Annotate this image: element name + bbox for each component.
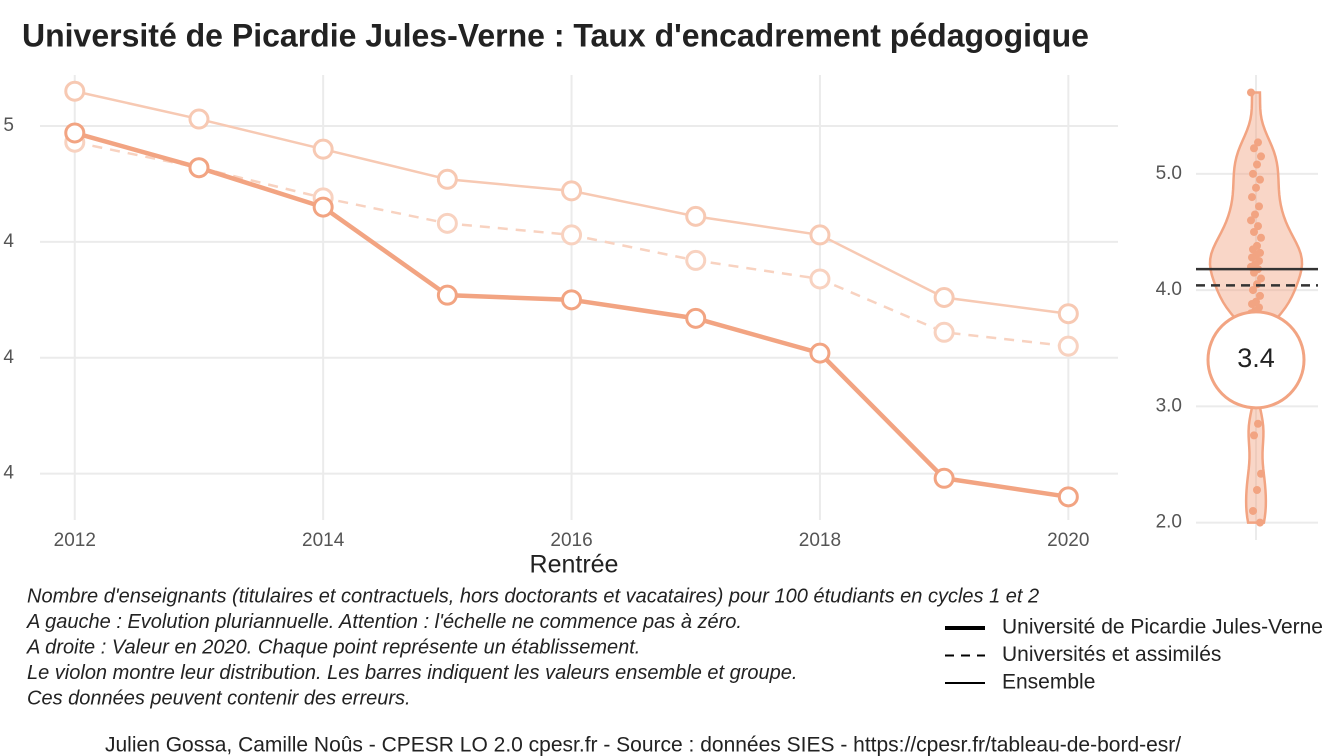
point [1257, 274, 1265, 283]
point [1251, 210, 1259, 219]
y-tick-label: 4 [3, 347, 14, 368]
point [1257, 233, 1265, 242]
chart-title: Université de Picardie Jules-Verne : Tau… [22, 17, 1089, 53]
point [436, 284, 458, 306]
point [1253, 486, 1261, 495]
point [64, 80, 86, 102]
footer: Julien Gossa, Camille Noûs - CPESR LO 2.… [105, 734, 1181, 756]
point [561, 289, 583, 311]
x-tick-label: 2018 [799, 530, 841, 551]
point [1248, 300, 1256, 309]
caption-line: A gauche : Evolution pluriannuelle. Atte… [26, 611, 742, 633]
point [1057, 486, 1079, 508]
point [1057, 303, 1079, 325]
point [685, 205, 707, 227]
point [1249, 169, 1257, 178]
point [1256, 518, 1264, 527]
x-axis-label: Rentrée [530, 551, 619, 579]
point [809, 342, 831, 364]
point [436, 212, 458, 234]
highlight-marker [1206, 310, 1306, 410]
point [312, 196, 334, 218]
legend-label: Ensemble [1002, 671, 1095, 694]
point [809, 224, 831, 246]
point [1250, 431, 1258, 440]
caption-line: Nombre d'enseignants (titulaires et cont… [27, 585, 1039, 607]
point [188, 108, 210, 130]
x-tick-label: 2016 [550, 530, 592, 551]
point [1254, 222, 1262, 231]
point [1247, 216, 1255, 225]
point [1256, 291, 1264, 300]
caption-line: Le violon montre leur distribution. Les … [27, 662, 797, 684]
point [1257, 469, 1265, 478]
legend-label: Université de Picardie Jules-Verne [1002, 616, 1323, 639]
point [1250, 268, 1258, 277]
point [1247, 88, 1255, 97]
point [1250, 144, 1258, 153]
point [1252, 183, 1260, 192]
point [1249, 286, 1257, 295]
y-tick-label: 4 [3, 463, 14, 484]
point [561, 180, 583, 202]
point [1256, 175, 1264, 184]
point [64, 122, 86, 144]
point [1255, 202, 1263, 211]
point [312, 138, 334, 160]
y-tick-label: 2.0 [1156, 512, 1182, 533]
x-tick-label: 2020 [1047, 530, 1089, 551]
point [1057, 335, 1079, 357]
caption-line: Ces données peuvent contenir des erreurs… [27, 687, 411, 709]
y-tick-label: 3.0 [1156, 395, 1182, 416]
x-tick-label: 2012 [54, 530, 96, 551]
point [1257, 152, 1265, 161]
point [1249, 506, 1257, 515]
caption-line: A droite : Valeur en 2020. Chaque point … [26, 636, 640, 658]
highlight-label: 3.4 [1237, 343, 1275, 373]
point [188, 157, 210, 179]
y-tick-label: 4 [3, 231, 14, 252]
point [933, 321, 955, 343]
point [1248, 193, 1256, 202]
point [1253, 160, 1261, 169]
point [933, 287, 955, 308]
y-tick-label: 4.0 [1156, 279, 1182, 300]
y-tick-label: 5.0 [1156, 163, 1182, 184]
point [1250, 227, 1258, 236]
point [1248, 253, 1256, 262]
point [1254, 138, 1262, 147]
point [685, 249, 707, 271]
point [561, 224, 583, 246]
point [1254, 419, 1262, 428]
point [685, 307, 707, 329]
point [933, 467, 955, 489]
point [436, 168, 458, 190]
y-tick-label: 5 [3, 115, 14, 136]
legend-label: Universités et assimilés [1002, 643, 1221, 666]
point [809, 268, 831, 290]
x-tick-label: 2014 [302, 530, 345, 551]
